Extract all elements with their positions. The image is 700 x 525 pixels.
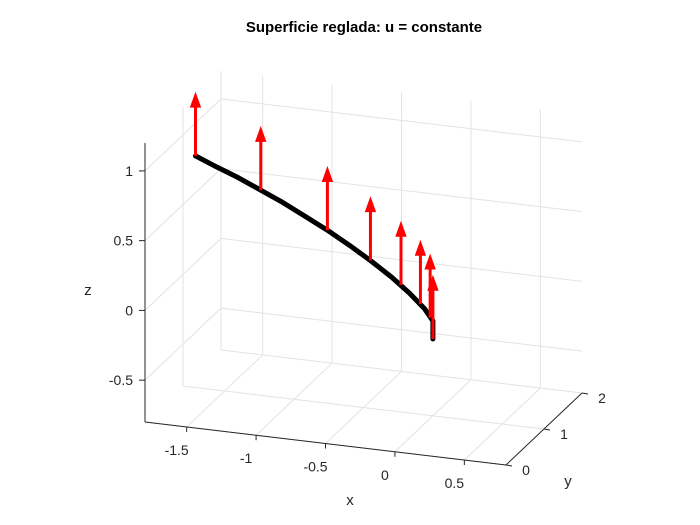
back-wall-grid-z [220, 168, 583, 213]
vector-head [321, 165, 334, 182]
axis-layer [139, 143, 589, 467]
floor-grid-y [220, 349, 583, 394]
left-wall-grid-z [144, 307, 222, 381]
curve-layer [193, 153, 436, 342]
z-tick-label: -0.5 [109, 372, 133, 388]
vector-arrow [414, 239, 427, 305]
z-tick-label: 1 [125, 163, 133, 179]
y-tick-label: 1 [560, 426, 568, 442]
z-axis-label: z [84, 282, 92, 299]
vector-arrow [427, 274, 439, 340]
y-tick-mark [543, 428, 551, 431]
vector-arrow [321, 165, 334, 231]
x-tick-label: 0.5 [445, 475, 465, 491]
floor-grid-y [182, 385, 545, 430]
z-tick-label: 0.5 [114, 233, 134, 249]
x-tick-label: -1.5 [165, 442, 189, 458]
x-axis-label: x [346, 492, 354, 509]
x-tick-label: -1 [240, 450, 253, 466]
vector-arrow [395, 220, 407, 286]
left-wall-grid-z [144, 168, 222, 242]
x-tick-label: -0.5 [303, 459, 327, 475]
vector-arrow [189, 91, 202, 156]
vector-head [424, 253, 436, 270]
back-wall-grid-z [220, 98, 583, 143]
left-wall-grid-z [144, 238, 222, 311]
left-wall-grid-z [144, 98, 222, 172]
x-tick-label: 0 [381, 467, 389, 483]
y-tick-mark [581, 392, 589, 395]
z-tick-label: 0 [125, 302, 133, 318]
vector-head [395, 220, 407, 237]
curve-line [193, 153, 436, 342]
chart-title: Superficie reglada: u = constante [246, 19, 482, 36]
vector-head [255, 125, 267, 142]
tick-label-layer: -1.5 -1 -0.5 0 0.5 0 1 2 -0.5 0 0.5 1 [109, 163, 606, 491]
vector-arrow [255, 125, 267, 191]
y-axis-label: y [564, 473, 572, 490]
vector-head [189, 91, 202, 108]
vector-layer [189, 91, 439, 340]
y-tick-label: 2 [598, 390, 606, 406]
back-wall-grid-z [220, 307, 583, 352]
vector-head [414, 239, 427, 256]
y-tick-mark [505, 464, 513, 467]
vector-head [427, 274, 439, 291]
vector-head [364, 196, 377, 213]
vector-arrow [424, 253, 436, 318]
y-tick-label: 0 [522, 462, 530, 478]
vector-arrow [364, 196, 377, 261]
